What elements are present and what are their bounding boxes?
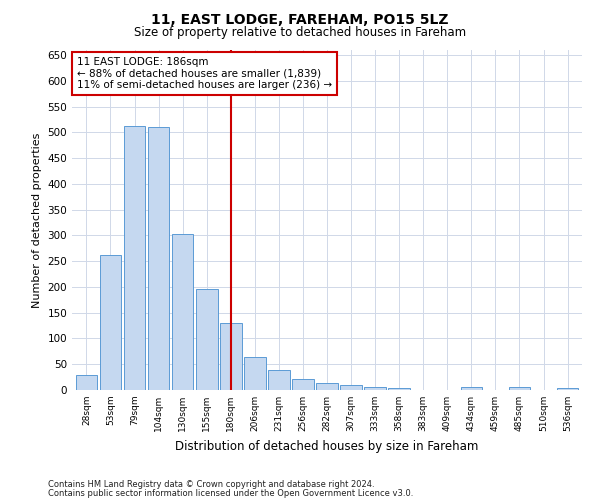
Bar <box>340 386 362 390</box>
Text: Contains HM Land Registry data © Crown copyright and database right 2024.: Contains HM Land Registry data © Crown c… <box>48 480 374 489</box>
Y-axis label: Number of detached properties: Number of detached properties <box>32 132 42 308</box>
Bar <box>557 388 578 390</box>
Bar <box>509 388 530 390</box>
Bar <box>172 234 193 390</box>
Bar <box>100 255 121 390</box>
Bar <box>148 128 169 390</box>
Bar <box>220 323 242 390</box>
Bar <box>316 383 338 390</box>
Bar <box>388 388 410 390</box>
Bar <box>292 379 314 390</box>
Bar <box>124 126 145 390</box>
X-axis label: Distribution of detached houses by size in Fareham: Distribution of detached houses by size … <box>175 440 479 452</box>
Bar <box>244 356 266 390</box>
Bar <box>364 388 386 390</box>
Text: Size of property relative to detached houses in Fareham: Size of property relative to detached ho… <box>134 26 466 39</box>
Bar <box>268 370 290 390</box>
Text: Contains public sector information licensed under the Open Government Licence v3: Contains public sector information licen… <box>48 488 413 498</box>
Bar <box>461 388 482 390</box>
Text: 11 EAST LODGE: 186sqm
← 88% of detached houses are smaller (1,839)
11% of semi-d: 11 EAST LODGE: 186sqm ← 88% of detached … <box>77 57 332 90</box>
Text: 11, EAST LODGE, FAREHAM, PO15 5LZ: 11, EAST LODGE, FAREHAM, PO15 5LZ <box>151 12 449 26</box>
Bar <box>76 374 97 390</box>
Bar <box>196 289 218 390</box>
